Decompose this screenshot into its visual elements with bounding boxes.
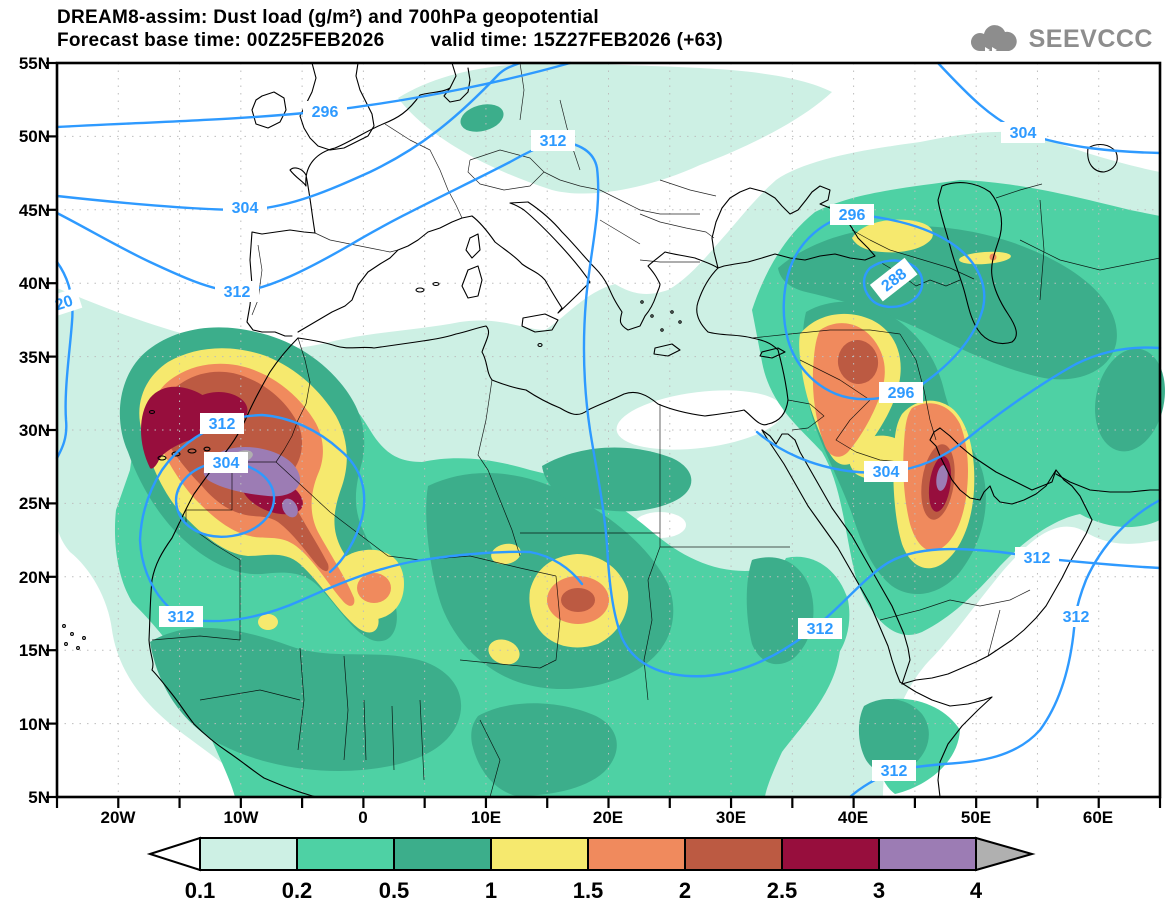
svg-text:312: 312 [224, 284, 251, 301]
contour-label: 304 [223, 197, 267, 218]
svg-text:50N: 50N [19, 127, 50, 146]
contour-312-europe [55, 139, 1162, 678]
svg-text:2: 2 [679, 878, 691, 903]
colorbar-cells [199, 837, 977, 871]
valid-time-text: valid time: 15Z27FEB2026 (+63) [430, 30, 724, 51]
svg-text:30E: 30E [716, 808, 746, 827]
svg-text:10W: 10W [224, 808, 260, 827]
svg-text:312: 312 [209, 416, 236, 433]
contour-label: 312 [1054, 606, 1098, 627]
svg-text:5N: 5N [28, 788, 50, 807]
contour-label: 312 [798, 618, 842, 639]
cloud-icon [970, 25, 1017, 53]
svg-text:312: 312 [1024, 550, 1051, 567]
contour-label: 304 [204, 452, 248, 473]
svg-text:0: 0 [358, 808, 367, 827]
svg-text:296: 296 [312, 104, 339, 121]
svg-text:1.5: 1.5 [573, 878, 604, 903]
svg-text:30N: 30N [19, 421, 50, 440]
svg-text:50E: 50E [961, 808, 991, 827]
svg-text:15N: 15N [19, 641, 50, 660]
colorbar-values: 0.1 0.2 0.5 1 1.5 2 2.5 3 4 [185, 878, 983, 903]
contour-label: 296 [830, 204, 874, 225]
svg-text:4: 4 [970, 878, 983, 903]
contour-label: 312 [215, 281, 259, 302]
lon-axis-labels: 20W 10W 0 10E 20E 30E 40E 50E 60E [101, 808, 1114, 827]
svg-text:20W: 20W [101, 808, 137, 827]
svg-text:25N: 25N [19, 494, 50, 513]
contour-312-canary [138, 413, 584, 623]
page-title: DREAM8-assim: Dust load (g/m²) and 700hP… [57, 7, 599, 28]
lat-axis-labels: 55N 50N 45N 40N 35N 30N 25N 20N 15N 10N … [19, 54, 50, 807]
svg-text:296: 296 [888, 385, 915, 402]
svg-text:10N: 10N [19, 715, 50, 734]
svg-text:20: 20 [53, 293, 75, 315]
svg-text:312: 312 [540, 133, 567, 150]
svg-text:2.5: 2.5 [767, 878, 798, 903]
svg-text:312: 312 [1063, 609, 1090, 626]
svg-text:40N: 40N [19, 274, 50, 293]
subtitle: Forecast base time: 00Z25FEB2026 valid ti… [57, 29, 723, 52]
svg-text:1: 1 [485, 878, 497, 903]
border-layer [151, 62, 1161, 798]
map-frame: 55N 50N 45N 40N 35N 30N 25N 20N 15N 10N … [19, 54, 1162, 827]
svg-text:40E: 40E [838, 808, 868, 827]
logo-text: SEEVCCC [1028, 24, 1153, 53]
coastline-layer [62, 62, 1161, 798]
svg-text:20N: 20N [19, 568, 50, 587]
contour-label: 20 [45, 287, 83, 318]
svg-text:35N: 35N [19, 348, 50, 367]
contour-label: 312 [159, 606, 203, 627]
svg-text:20E: 20E [593, 808, 623, 827]
svg-text:312: 312 [881, 763, 908, 780]
contour-304-middleeast [755, 346, 1162, 474]
svg-text:55N: 55N [19, 54, 50, 73]
contour-label-layer: 296 312 304 304 312 20 296 288 312 304 2… [45, 101, 1098, 781]
svg-text:10E: 10E [471, 808, 501, 827]
seevccc-logo: SEEVCCC [965, 20, 1153, 58]
contour-304-atlantic [55, 61, 522, 212]
colorbar-arrow-left [146, 836, 201, 872]
svg-text:304: 304 [213, 455, 240, 472]
contour-label: 312 [1015, 547, 1059, 568]
svg-text:60E: 60E [1083, 808, 1113, 827]
title-block: DREAM8-assim: Dust load (g/m²) and 700hP… [57, 6, 723, 52]
contour-label: 312 [872, 760, 916, 781]
colorbar: 0.1 0.2 0.5 1 1.5 2 2.5 3 4 [146, 836, 1036, 903]
svg-text:312: 312 [168, 609, 195, 626]
svg-text:0.5: 0.5 [379, 878, 410, 903]
svg-text:45N: 45N [19, 201, 50, 220]
contour-label: 312 [200, 413, 244, 434]
svg-text:0.1: 0.1 [185, 878, 216, 903]
svg-text:3: 3 [873, 878, 885, 903]
svg-text:312: 312 [807, 621, 834, 638]
svg-text:0.2: 0.2 [282, 878, 313, 903]
contour-label: 304 [864, 461, 908, 482]
contour-label: 296 [303, 101, 347, 122]
svg-text:304: 304 [873, 464, 900, 481]
contour-label: 312 [531, 130, 575, 151]
svg-text:304: 304 [232, 200, 259, 217]
svg-text:296: 296 [839, 207, 866, 224]
svg-text:304: 304 [1010, 125, 1037, 142]
map-canvas: 296 312 304 304 312 20 296 288 312 304 2… [19, 54, 1165, 827]
base-time-text: Forecast base time: 00Z25FEB2026 [57, 30, 385, 51]
contour-label: 304 [1001, 122, 1045, 143]
colorbar-arrow-right [975, 836, 1036, 872]
contour-label: 296 [879, 382, 923, 403]
